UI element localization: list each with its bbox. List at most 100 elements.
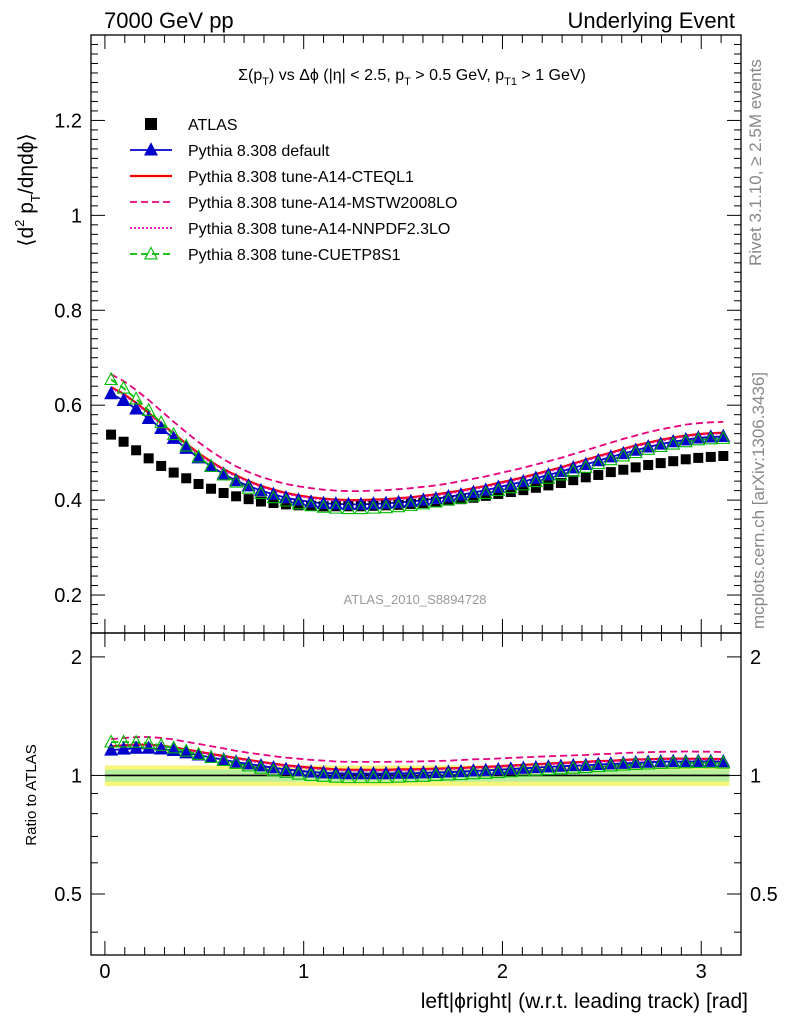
chart-titles: Σ(pT) vs Δϕ (|η| < 2.5, pT > 0.5 GeV, pT… — [12, 67, 748, 1013]
legend-label: Pythia 8.308 tune-A14-CTEQL1 — [188, 169, 414, 186]
atlas-point — [605, 467, 616, 478]
main-marker-5 — [154, 414, 169, 429]
main-line-3 — [110, 373, 724, 492]
ratio-frame — [90, 632, 742, 956]
ratio-marker-1 — [666, 753, 681, 767]
atlas-point — [505, 487, 516, 498]
atlas-point — [718, 450, 729, 461]
main-marker-5 — [216, 467, 231, 481]
y-tick-label: 1 — [71, 205, 82, 227]
main-marker-5 — [603, 451, 618, 466]
main-marker-5 — [204, 458, 219, 472]
main-marker-1 — [391, 494, 406, 508]
atlas-point — [243, 494, 254, 505]
ratio-marker-5 — [403, 768, 418, 783]
main-marker-5 — [666, 436, 681, 450]
main-marker-1 — [366, 496, 381, 510]
ratio-marker-5 — [291, 766, 306, 780]
ratio-marker-1 — [628, 755, 643, 769]
ratio-marker-5 — [141, 735, 156, 749]
main-marker-5 — [179, 438, 194, 452]
ratio-marker-1 — [678, 753, 693, 768]
main-marker-5 — [566, 463, 581, 477]
main-marker-5 — [253, 485, 268, 499]
ratio-marker-1 — [141, 740, 156, 754]
main-marker-1 — [204, 458, 219, 472]
y-tick-label: 0.6 — [54, 395, 82, 417]
ratio-marker-5 — [491, 764, 506, 779]
ratio-marker-5 — [391, 769, 406, 783]
main-marker-5 — [541, 470, 556, 484]
main-marker-1 — [104, 386, 119, 400]
plot-title: Σ(pT) vs Δϕ (|η| < 2.5, pT > 0.5 GeV, pT… — [238, 67, 586, 88]
main-marker-5 — [591, 455, 606, 470]
ratio-marker-5 — [328, 769, 343, 783]
atlas-point — [693, 452, 704, 463]
ratio-marker-5 — [528, 762, 543, 776]
main-marker-5 — [241, 480, 256, 494]
atlas-point — [643, 459, 654, 470]
atlas-point — [655, 458, 666, 469]
main-marker-5 — [503, 479, 518, 494]
main-marker-5 — [428, 494, 443, 508]
main-marker-5 — [578, 459, 593, 473]
main-marker-5 — [279, 493, 293, 507]
ratio-marker-5 — [691, 754, 706, 769]
atlas-point — [555, 478, 566, 489]
main-marker-1 — [328, 496, 343, 510]
ratio-marker-5 — [466, 765, 481, 780]
ratio-marker-5 — [503, 764, 518, 778]
atlas-point — [493, 488, 504, 499]
main-marker-1 — [229, 472, 244, 487]
ratio-marker-5 — [166, 740, 181, 754]
header-left: 7000 GeV pp — [104, 8, 234, 33]
ratio-tick-label-right: 2 — [750, 647, 761, 669]
main-marker-5 — [441, 492, 456, 506]
ratio-marker-5 — [678, 755, 693, 769]
main-marker-5 — [641, 441, 656, 455]
ratio-marker-5 — [129, 734, 144, 748]
x-axis-label: left|ϕright| (w.r.t. leading track) [rad… — [421, 990, 748, 1013]
legend-label: Pythia 8.308 tune-CUETP8S1 — [188, 247, 401, 264]
main-marker-5 — [416, 496, 431, 510]
ratio-marker-5 — [379, 769, 393, 784]
ratio-marker-5 — [316, 768, 331, 782]
atlas-point — [143, 453, 154, 464]
x-tick-label: 1 — [298, 961, 309, 983]
series-markers — [104, 371, 731, 784]
main-marker-5 — [353, 500, 368, 515]
ratio-marker-5 — [641, 756, 656, 770]
ratio-marker-5 — [441, 767, 456, 781]
ratio-tick-label: 0.5 — [54, 884, 82, 906]
ratio-marker-5 — [703, 754, 718, 769]
ratio-marker-5 — [616, 757, 631, 771]
main-marker-5 — [366, 500, 381, 514]
ratio-marker-1 — [653, 753, 668, 768]
main-marker-5 — [528, 473, 543, 488]
ratio-marker-5 — [154, 737, 169, 751]
legend-label: ATLAS — [188, 117, 238, 134]
main-marker-1 — [129, 401, 144, 415]
ratio-marker-5 — [279, 764, 293, 778]
atlas-point — [630, 462, 641, 473]
series-lines — [104, 373, 730, 779]
main-marker-5 — [391, 498, 406, 513]
ratio-marker-5 — [553, 761, 568, 775]
main-marker-5 — [403, 497, 418, 511]
main-marker-5 — [316, 499, 331, 513]
main-marker-5 — [141, 402, 156, 416]
y-tick-label: 0.2 — [54, 585, 82, 607]
ratio-marker-5 — [253, 760, 268, 774]
atlas-point — [281, 499, 291, 510]
atlas-point — [530, 482, 541, 493]
atlas-point — [181, 473, 192, 484]
ratio-marker-5 — [241, 758, 256, 772]
ratio-marker-5 — [191, 746, 206, 760]
ratio-marker-1 — [641, 754, 656, 768]
main-marker-5 — [716, 430, 731, 444]
ratio-marker-5 — [603, 758, 618, 772]
ratio-marker-5 — [653, 755, 668, 769]
main-marker-5 — [678, 433, 693, 448]
ratio-marker-1 — [116, 741, 131, 755]
